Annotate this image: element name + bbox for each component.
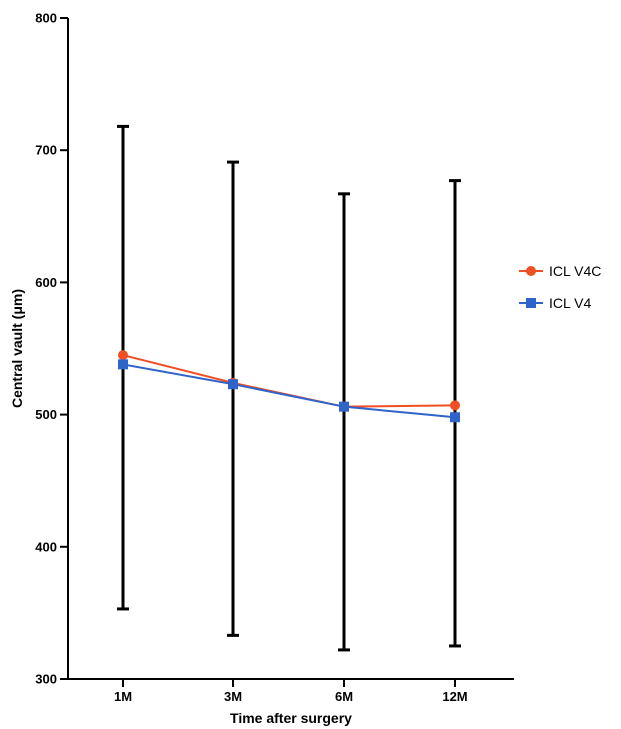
y-tick-label: 800 — [35, 11, 57, 26]
legend-marker — [526, 298, 536, 308]
legend-label: ICL V4C — [549, 263, 601, 279]
data-point — [228, 379, 238, 390]
x-tick-label: 12M — [442, 689, 467, 704]
data-point — [118, 359, 128, 370]
legend-label: ICL V4 — [549, 295, 591, 311]
x-ticks: 1M 3M 6M 12M — [114, 679, 468, 704]
x-axis-title: Time after surgery — [230, 710, 352, 726]
y-tick-label: 700 — [35, 143, 57, 158]
data-point — [450, 412, 460, 423]
data-point — [450, 400, 460, 411]
x-tick-label: 6M — [335, 689, 353, 704]
y-tick-label: 400 — [35, 539, 57, 554]
y-tick-label: 300 — [35, 672, 57, 687]
x-tick-label: 1M — [114, 689, 132, 704]
series-lines — [122, 354, 456, 419]
y-ticks: 300 400 500 600 700 800 — [35, 11, 68, 687]
legend-marker — [526, 266, 536, 276]
data-point — [339, 401, 349, 412]
y-tick-label: 500 — [35, 407, 57, 422]
y-axis-title: Central vault (μm) — [9, 289, 25, 408]
error-bars — [117, 124, 461, 652]
data-point — [118, 350, 128, 361]
y-tick-label: 600 — [35, 275, 57, 290]
axes — [67, 18, 514, 680]
legend: ICL V4C ICL V4 — [519, 263, 601, 311]
x-tick-label: 3M — [224, 689, 242, 704]
series-line-2 — [122, 363, 456, 419]
series-markers — [118, 350, 460, 423]
series-line-1 — [122, 354, 456, 408]
